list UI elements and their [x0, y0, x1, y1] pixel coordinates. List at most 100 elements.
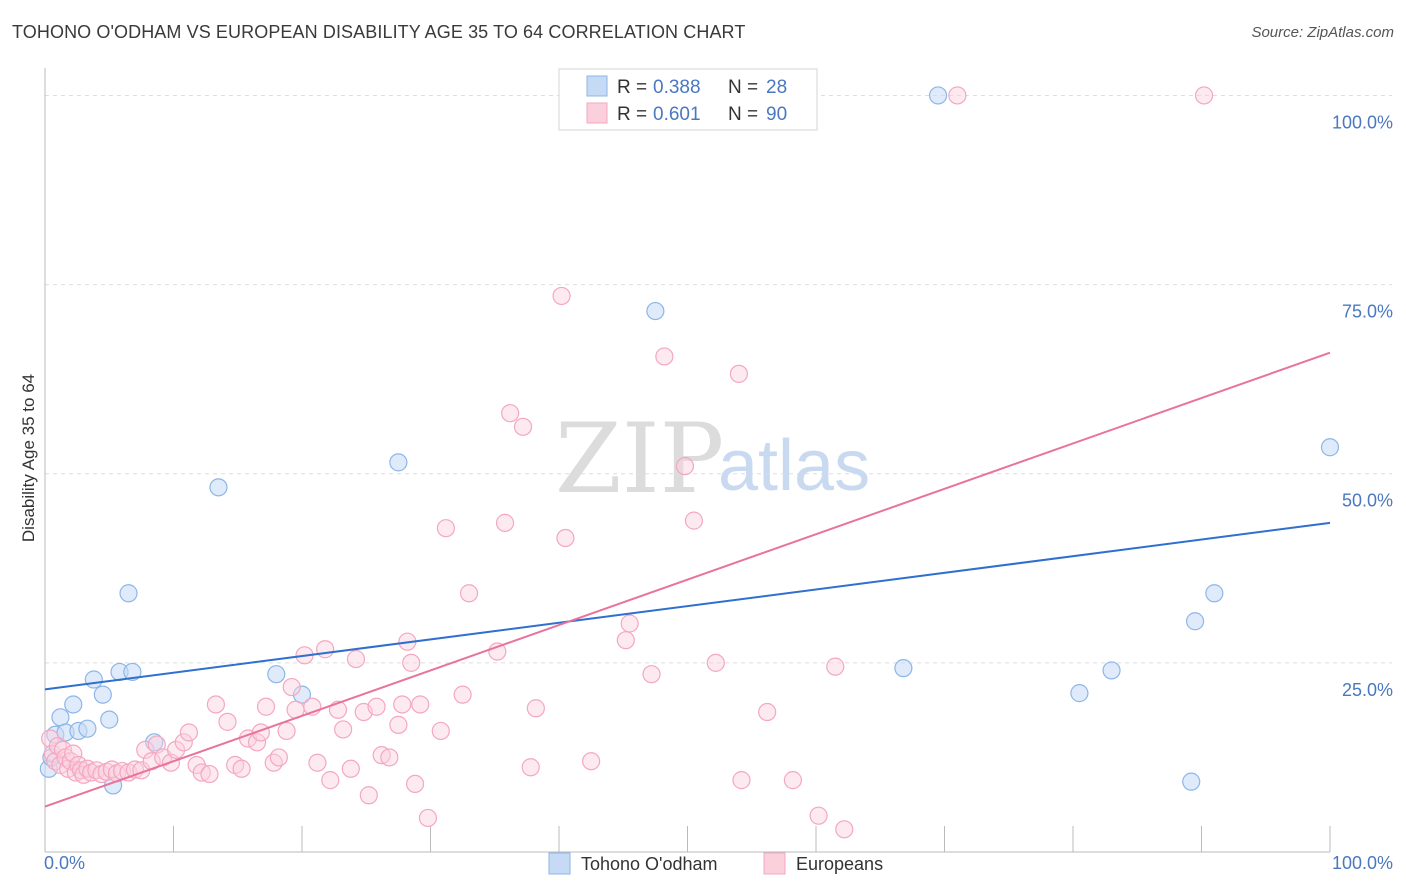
europeans-point-78: [521, 758, 540, 777]
y-axis-label: Disability Age 35 to 64: [19, 374, 38, 542]
legend-r-value-2: 0.601: [653, 104, 701, 125]
tohono-point-27: [1205, 584, 1224, 603]
europeans-point-75: [495, 513, 515, 532]
tohono-point-8: [84, 670, 103, 689]
tohono-point-10: [100, 710, 119, 729]
europeans-point-52: [316, 640, 335, 659]
europeans-point-41: [247, 733, 267, 752]
chart-title: TOHONO O'ODHAM VS EUROPEAN DISABILITY AG…: [12, 22, 746, 42]
europeans-point-34: [192, 763, 211, 782]
x-tick-label-0: 0.0%: [44, 853, 85, 873]
europeans-point-90: [729, 364, 749, 383]
legend-swatch-pink: [586, 102, 608, 124]
europeans-point-31: [174, 733, 193, 752]
europeans-point-72: [453, 685, 472, 704]
europeans-point-63: [389, 715, 408, 734]
grid-lines: [45, 94, 1392, 664]
europeans-point-51: [308, 753, 327, 772]
europeans-point-62: [380, 748, 399, 767]
europeans-point-45: [269, 748, 288, 767]
tohono-point-24: [1102, 661, 1121, 680]
source-text: Source: ZipAtlas.com: [1251, 24, 1394, 41]
europeans-point-57: [346, 649, 366, 669]
europeans-point-96: [835, 820, 854, 839]
europeans-point-64: [393, 695, 412, 714]
europeans-point-36: [206, 695, 226, 714]
europeans-point-53: [321, 771, 340, 790]
europeans-point-88: [684, 511, 704, 530]
europeans-point-35: [200, 764, 219, 784]
europeans-point-43: [256, 697, 276, 716]
europeans-point-86: [655, 347, 674, 366]
europeans-point-9: [64, 744, 83, 763]
europeans-point-98: [1194, 86, 1214, 105]
europeans-point-69: [418, 808, 438, 828]
legend-n-value-1: 28: [766, 77, 787, 98]
y-tick-label-3: 100.0%: [1332, 112, 1393, 132]
europeans-point-70: [431, 721, 450, 741]
tohono-point-23: [1070, 684, 1089, 703]
europeans-point-30: [166, 740, 186, 759]
tohono-point-5: [64, 695, 83, 714]
europeans-point-67: [405, 774, 425, 794]
bottom-legend: Tohono O'odham Europeans: [548, 852, 883, 875]
tohono-point-3: [51, 708, 70, 727]
europeans-trend-line: [44, 351, 1331, 808]
europeans-point-85: [642, 665, 661, 684]
watermark-atlas: atlas: [718, 426, 870, 506]
tick-labels: 25.0% 50.0% 75.0% 100.0% 0.0% 100.0%: [44, 112, 1393, 873]
legend-r-label-1: R =: [617, 77, 647, 98]
europeans-point-89: [706, 653, 725, 672]
tohono-point-20: [646, 301, 665, 321]
tohono-point-18: [292, 685, 312, 704]
legend-r-value-1: 0.388: [653, 77, 701, 98]
tohono-trend-line: [44, 521, 1331, 691]
top-legend: R = 0.388 N = 28 R = 0.601 N = 90: [558, 68, 818, 131]
watermark: ZIP atlas: [555, 403, 870, 515]
tohono-point-26: [1185, 612, 1205, 631]
europeans-point-81: [556, 528, 575, 548]
tohono-point-7: [78, 719, 97, 738]
europeans-point-39: [232, 759, 251, 778]
europeans-point-94: [809, 806, 828, 825]
tohono-point-17: [267, 665, 286, 684]
europeans-point-44: [264, 753, 283, 772]
y-tick-label-0: 25.0%: [1342, 680, 1393, 700]
europeans-point-68: [411, 695, 430, 714]
europeans-point-73: [459, 584, 479, 603]
europeans-point-60: [367, 697, 386, 716]
tohono-point-25: [1182, 772, 1201, 791]
watermark-zip: ZIP: [555, 403, 724, 515]
tohono-point-13: [119, 584, 138, 603]
europeans-point-76: [501, 404, 520, 423]
europeans-point-83: [616, 631, 635, 650]
europeans-point-80: [552, 286, 571, 306]
legend-r-label-2: R =: [617, 104, 647, 125]
europeans-point-84: [620, 614, 639, 633]
bottom-legend-swatch-pink: [763, 852, 786, 875]
europeans-point-92: [758, 702, 777, 722]
europeans-point-95: [826, 657, 845, 676]
legend-n-value-2: 90: [766, 104, 787, 125]
europeans-point-0: [41, 729, 60, 748]
legend-n-label-1: N =: [728, 77, 758, 98]
europeans-point-46: [277, 721, 296, 741]
europeans-point-25: [136, 740, 155, 759]
europeans-point-71: [436, 519, 456, 538]
europeans-point-97: [948, 86, 967, 105]
legend-n-label-2: N =: [728, 104, 758, 125]
bottom-legend-swatch-blue: [548, 852, 571, 875]
y-tick-label-1: 50.0%: [1342, 491, 1393, 511]
bottom-legend-label-tohono: Tohono O'odham: [581, 854, 718, 874]
europeans-point-87: [675, 457, 695, 476]
x-tick-label-1: 100.0%: [1332, 853, 1393, 873]
europeans-point-47: [282, 677, 301, 697]
legend-swatch-blue: [586, 75, 608, 97]
bottom-legend-label-europeans: Europeans: [796, 854, 883, 874]
axes: [44, 68, 1331, 853]
europeans-point-74: [488, 642, 507, 661]
europeans-point-82: [582, 752, 601, 771]
tohono-point-19: [389, 453, 408, 472]
tohono-point-14: [123, 662, 142, 682]
